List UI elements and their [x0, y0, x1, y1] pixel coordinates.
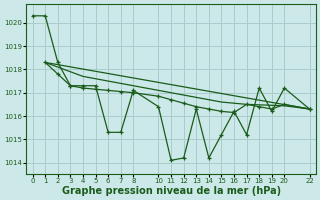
- X-axis label: Graphe pression niveau de la mer (hPa): Graphe pression niveau de la mer (hPa): [61, 186, 281, 196]
